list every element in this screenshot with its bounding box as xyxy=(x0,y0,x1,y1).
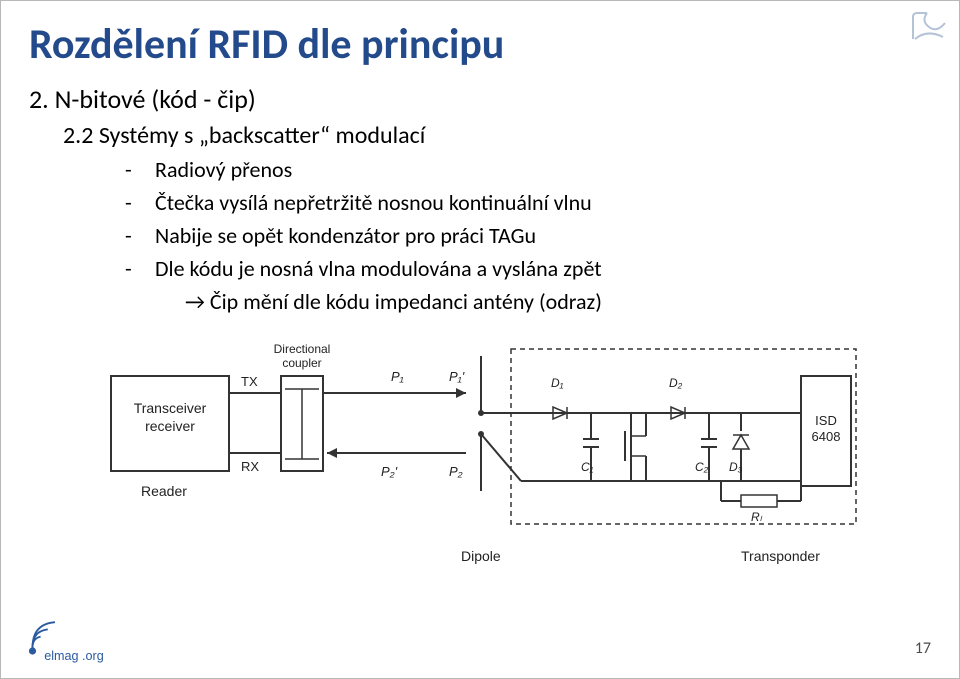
svg-text:C₂: C₂ xyxy=(695,460,709,474)
reader-block-line2: receiver xyxy=(145,418,195,434)
list-item-text: Dle kódu je nosná vlna modulována a vysl… xyxy=(155,255,602,282)
rx-label: RX xyxy=(241,459,259,474)
isd-l1: ISD xyxy=(815,413,837,428)
list-item: -Nabije se opět kondenzátor pro práci TA… xyxy=(125,222,919,249)
svg-text:Rₗ: Rₗ xyxy=(751,510,763,524)
isd-l2: 6408 xyxy=(812,429,841,444)
svg-text:D₂: D₂ xyxy=(669,376,683,390)
svg-text:C₁: C₁ xyxy=(581,460,594,474)
logo-top-right-icon xyxy=(909,9,949,43)
list-item: → Čip mění dle kódu impedanci antény (od… xyxy=(125,288,919,315)
tx-label: TX xyxy=(241,374,258,389)
p1p-label: P₁' xyxy=(449,369,465,384)
slide: Rozdělení RFID dle principu 2. N-bitové … xyxy=(0,0,960,679)
p1-label: P₁ xyxy=(391,369,404,384)
elmag-logo-icon: elmag .org xyxy=(19,618,109,666)
coupler-label-1: Directional xyxy=(274,342,331,356)
svg-text:D₃: D₃ xyxy=(729,460,743,474)
list-item-text: Čtečka vysílá nepřetržitě nosnou kontinu… xyxy=(155,189,592,216)
heading-lvl1: 2. N-bitové (kód - čip) xyxy=(29,83,919,115)
list-item-text: Radiový přenos xyxy=(155,156,292,183)
cap-c1: C₁ xyxy=(581,413,599,481)
p2-label: P₂ xyxy=(449,464,463,479)
svg-text:D₁: D₁ xyxy=(551,376,564,390)
reader-block-line1: Transceiver xyxy=(134,400,207,416)
body-text: 2. N-bitové (kód - čip) 2.2 Systémy s „b… xyxy=(29,83,919,321)
dipole-label: Dipole xyxy=(461,548,501,564)
transponder-label: Transponder xyxy=(741,548,820,564)
arrow-line: → Čip mění dle kódu impedanci antény (od… xyxy=(155,288,602,315)
svg-text:.org: .org xyxy=(82,649,104,663)
list-item: -Radiový přenos xyxy=(125,156,919,183)
coupler-label-2: coupler xyxy=(282,356,321,370)
transistor xyxy=(625,413,646,481)
page-number: 17 xyxy=(915,639,931,658)
list-item: -Čtečka vysílá nepřetržitě nosnou kontin… xyxy=(125,189,919,216)
page-title: Rozdělení RFID dle principu xyxy=(29,19,504,70)
heading-lvl2: 2.2 Systémy s „backscatter“ modulací xyxy=(29,121,919,150)
list-item-text: Nabije se opět kondenzátor pro práci TAG… xyxy=(155,222,536,249)
reader-label: Reader xyxy=(141,483,187,499)
block-diagram: Transceiver receiver Reader TX RX Direct… xyxy=(101,331,881,601)
p2p-label: P₂' xyxy=(381,464,398,479)
diode-d3: D₃ xyxy=(729,413,749,481)
bullet-list: -Radiový přenos -Čtečka vysílá nepřetrži… xyxy=(29,156,919,315)
cap-c2: C₂ xyxy=(695,413,717,481)
svg-text:elmag: elmag xyxy=(44,649,78,663)
resistor-rl: Rₗ xyxy=(721,481,801,524)
list-item: -Dle kódu je nosná vlna modulována a vys… xyxy=(125,255,919,282)
